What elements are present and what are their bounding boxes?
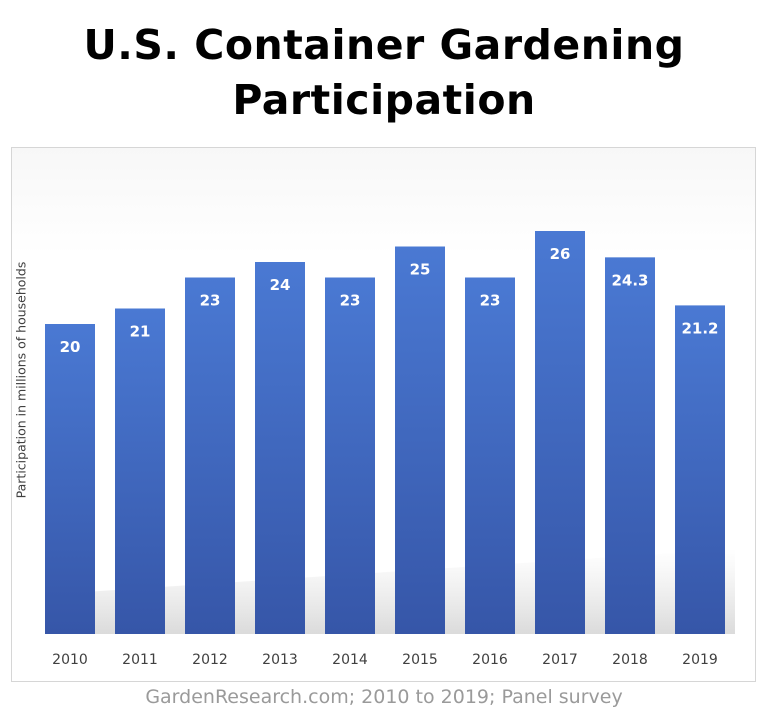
bar-2014 bbox=[325, 277, 375, 634]
data-label-2017: 26 bbox=[550, 245, 571, 263]
bar-2011 bbox=[115, 308, 165, 634]
chart-title: U.S. Container Gardening Participation bbox=[83, 21, 685, 124]
data-label-2018: 24.3 bbox=[611, 271, 648, 289]
bar-2013 bbox=[255, 262, 305, 634]
x-tick-label-2014: 2014 bbox=[332, 652, 368, 668]
bar-2018 bbox=[605, 257, 655, 634]
x-tick-label-2013: 2013 bbox=[262, 652, 298, 668]
bar-2012 bbox=[185, 277, 235, 634]
x-tick-label-2010: 2010 bbox=[52, 652, 88, 668]
bar-2015 bbox=[395, 246, 445, 634]
x-tick-label-2016: 2016 bbox=[472, 652, 508, 668]
x-tick-label-2019: 2019 bbox=[682, 652, 718, 668]
x-tick-label-2011: 2011 bbox=[122, 652, 158, 668]
source-note: GardenResearch.com; 2010 to 2019; Panel … bbox=[145, 686, 623, 708]
data-labels-group: 20 21 23 24 23 25 23 26 24.3 21.2 bbox=[60, 245, 719, 356]
x-tick-label-2012: 2012 bbox=[192, 652, 228, 668]
data-label-2011: 21 bbox=[130, 323, 151, 341]
data-label-2014: 23 bbox=[340, 292, 361, 310]
x-tick-label-2015: 2015 bbox=[402, 652, 438, 668]
data-label-2012: 23 bbox=[200, 292, 221, 310]
x-tick-label-2018: 2018 bbox=[612, 652, 648, 668]
x-tick-label-2017: 2017 bbox=[542, 652, 578, 668]
bars-group bbox=[45, 231, 725, 634]
data-label-2010: 20 bbox=[60, 338, 81, 356]
data-label-2019: 21.2 bbox=[681, 319, 718, 337]
x-tick-labels-group: 2010 2011 2012 2013 2014 2015 2016 2017 2018 2019 bbox=[52, 652, 718, 668]
bar-2010 bbox=[45, 324, 95, 634]
bar-2019 bbox=[675, 305, 725, 634]
data-label-2015: 25 bbox=[410, 261, 431, 279]
bar-2016 bbox=[465, 277, 515, 634]
bar-2017 bbox=[535, 231, 585, 634]
data-label-2013: 24 bbox=[270, 276, 291, 294]
data-label-2016: 23 bbox=[480, 292, 501, 310]
